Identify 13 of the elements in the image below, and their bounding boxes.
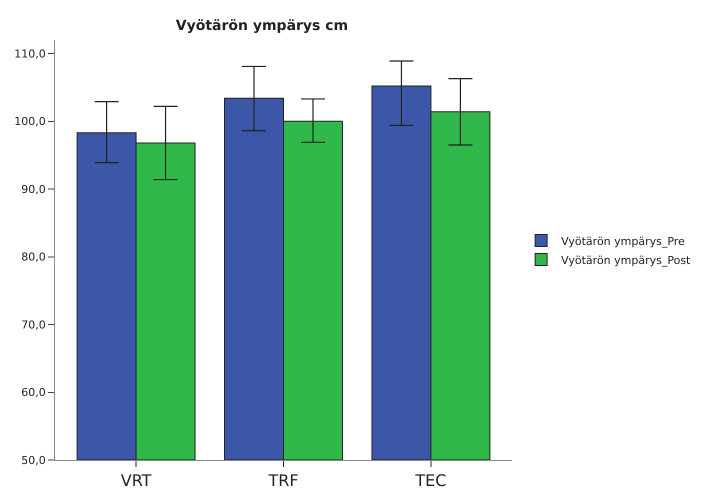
y-tick-label: 100,0 xyxy=(14,115,46,128)
y-tick-label: 70,0 xyxy=(21,318,46,332)
x-tick-label: TEC xyxy=(414,471,446,490)
x-tick-label: TRF xyxy=(267,471,299,490)
legend-label: Vyötärön ympärys_Pre xyxy=(561,234,686,248)
legend-label: Vyötärön ympärys_Post xyxy=(561,254,692,267)
x-tick-label: VRT xyxy=(120,471,152,490)
chart-title: Vyötärön ympärys cm xyxy=(176,18,348,34)
y-tick-label: 60,0 xyxy=(21,386,46,400)
y-tick-label: 110,0 xyxy=(14,47,46,60)
y-tick-label: 80,0 xyxy=(21,250,46,264)
y-tick-label: 50,0 xyxy=(21,454,46,467)
y-tick-label: 90,0 xyxy=(21,182,46,196)
